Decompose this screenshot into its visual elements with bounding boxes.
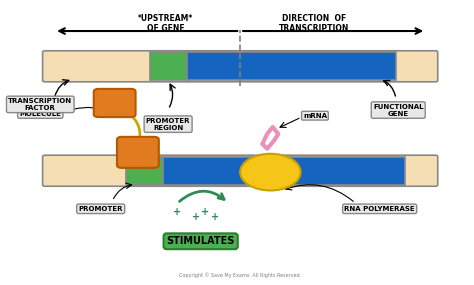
Text: +: +	[173, 207, 182, 217]
Bar	[164, 157, 405, 185]
Text: DIRECTION  OF
TRANSCRIPTION: DIRECTION OF TRANSCRIPTION	[279, 14, 350, 34]
Text: RNA POLYMERASE: RNA POLYMERASE	[344, 206, 415, 212]
Bar	[126, 157, 164, 185]
Bar	[149, 52, 187, 80]
Text: DNA
MOLECULE: DNA MOLECULE	[19, 103, 61, 117]
Bar	[187, 52, 396, 80]
FancyBboxPatch shape	[117, 137, 159, 168]
Circle shape	[240, 154, 301, 190]
Text: Copyright © Save My Exams. All Rights Reserved.: Copyright © Save My Exams. All Rights Re…	[179, 272, 301, 278]
Text: +: +	[210, 212, 219, 222]
Text: +: +	[192, 212, 200, 222]
Text: FUNCTIONAL
GENE: FUNCTIONAL GENE	[373, 103, 423, 117]
Text: STIMULATES: STIMULATES	[166, 236, 235, 246]
Text: +: +	[201, 207, 210, 217]
Text: PROMOTER
REGION: PROMOTER REGION	[146, 118, 191, 131]
FancyBboxPatch shape	[43, 51, 438, 82]
FancyBboxPatch shape	[43, 155, 438, 186]
Text: PROMOTER: PROMOTER	[79, 206, 123, 212]
Text: TRANSCRIPTION
FACTOR: TRANSCRIPTION FACTOR	[8, 98, 73, 111]
Text: *UPSTREAM*
OF GENE: *UPSTREAM* OF GENE	[138, 14, 193, 34]
FancyBboxPatch shape	[94, 89, 136, 117]
Text: mRNA: mRNA	[303, 113, 327, 119]
